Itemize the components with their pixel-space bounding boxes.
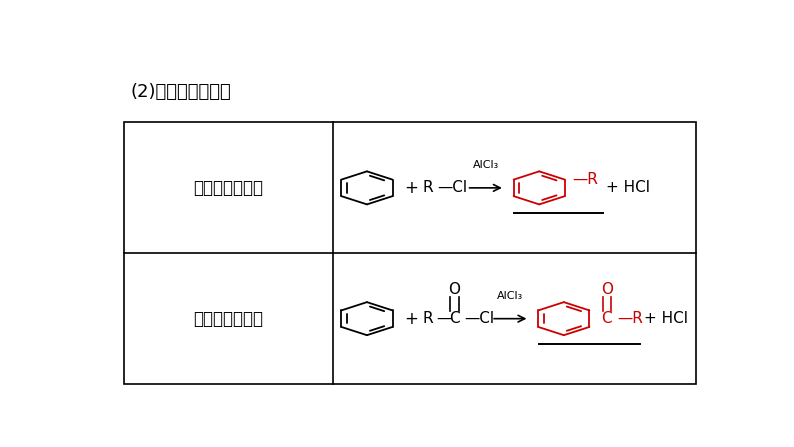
Text: (2)苯环上引入碳链: (2)苯环上引入碳链 [130,83,231,101]
Text: +: + [404,310,418,328]
Text: + HCl: + HCl [606,181,649,195]
Text: —: — [436,311,451,326]
Text: O: O [601,282,613,297]
Text: R: R [422,181,433,195]
Text: 芳香烃的烷基化: 芳香烃的烷基化 [194,179,264,197]
Text: R: R [422,311,433,326]
Text: —R: —R [572,172,599,187]
Text: AlCl₃: AlCl₃ [497,291,523,301]
Text: +: + [404,179,418,197]
Text: 芳香烃的酰基化: 芳香烃的酰基化 [194,310,264,328]
Text: —Cl: —Cl [437,181,467,195]
Text: C: C [449,311,460,326]
Text: AlCl₃: AlCl₃ [472,160,499,170]
Text: —R: —R [617,311,642,326]
Text: —Cl: —Cl [464,311,495,326]
Text: + HCl: + HCl [644,311,688,326]
Text: C: C [602,311,612,326]
Text: O: O [449,282,461,297]
